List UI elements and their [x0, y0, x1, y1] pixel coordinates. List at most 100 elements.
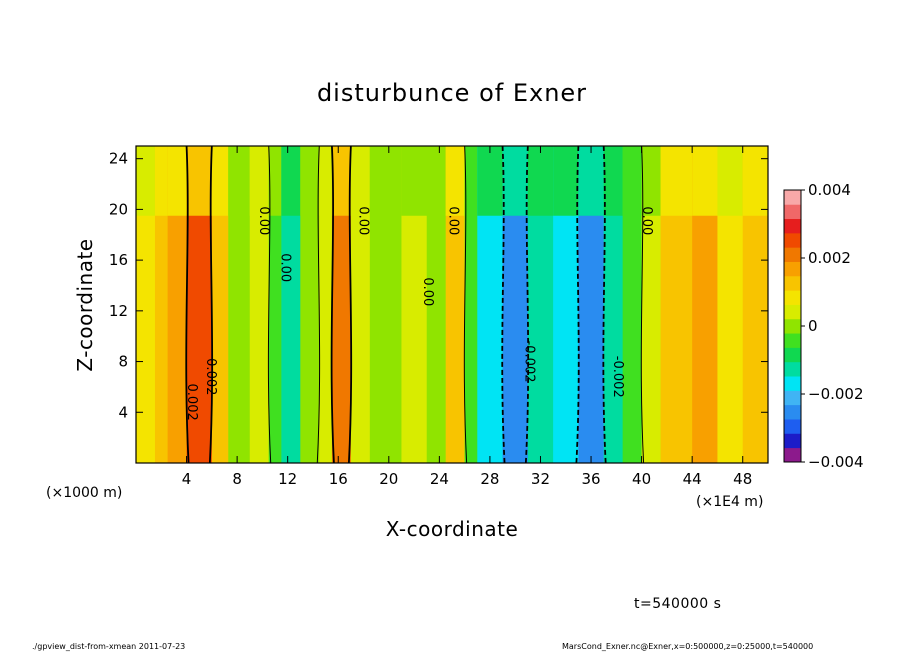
colorbar-swatch — [784, 232, 801, 248]
colorbar-label: −0.002 — [808, 385, 864, 403]
colorbar: 0.004 0.002 0 −0.002 −0.004 — [783, 181, 864, 471]
field-band — [268, 146, 282, 463]
colorbar-swatch — [784, 390, 801, 406]
y-axis-label: Z-coordinate — [73, 238, 97, 371]
colorbar-swatch — [784, 318, 801, 334]
contour-line — [185, 145, 190, 464]
x-units-right: (×1E4 m) — [696, 494, 763, 510]
field-band-top — [464, 146, 478, 216]
field-band-top — [502, 146, 529, 216]
field-band — [249, 146, 270, 463]
field-band — [464, 146, 478, 463]
field-band — [350, 146, 371, 463]
contour-line — [575, 145, 580, 464]
contour-label: 0.00 — [277, 253, 292, 282]
field-band-top — [445, 146, 466, 216]
x-axis: 4 8 12 16 20 24 28 32 36 40 44 48 — [182, 146, 752, 488]
contour-label: 0.00 — [420, 277, 435, 306]
colorbar-swatch — [784, 247, 801, 262]
colorbar-swatch — [784, 275, 801, 291]
contour-label: 0.00 — [356, 206, 371, 235]
field-band-top — [167, 146, 188, 216]
colorbar-swatch — [784, 447, 801, 463]
field-band-top — [350, 146, 371, 216]
contour-line — [501, 145, 506, 464]
colorbar-label: 0.004 — [808, 181, 851, 199]
field-band — [445, 146, 466, 463]
colorbar-swatch — [784, 290, 801, 305]
x-units-left: (×1000 m) — [46, 485, 122, 501]
plot-area: 0.00 0.00 0.00 0.00 0.00 0.00 0.002 0.002 -0.002… — [135, 145, 769, 464]
plot-frame — [135, 145, 769, 464]
contour-label: 0.00 — [256, 206, 271, 235]
x-tick-label: 48 — [733, 470, 752, 488]
contour-label: -0.002 — [521, 341, 536, 383]
footer-script-info: ./gpview_dist-from-xmean 2011-07-23 — [32, 642, 186, 651]
colorbar-swatch — [784, 218, 801, 234]
y-tick-label: 16 — [109, 251, 128, 269]
contour-line — [267, 145, 272, 464]
x-tick-label: 40 — [632, 470, 651, 488]
field-band — [319, 146, 333, 463]
field-band — [281, 146, 301, 463]
colorbar-label: 0 — [808, 317, 818, 335]
x-tick-label: 44 — [683, 470, 702, 488]
x-tick-label: 16 — [329, 470, 348, 488]
colorbar-swatch — [784, 404, 801, 420]
field-band-top — [641, 146, 662, 216]
colorbar-swatch — [784, 376, 801, 391]
field-band-top — [578, 146, 605, 216]
y-tick-label: 8 — [118, 353, 128, 371]
field-band-top — [603, 146, 624, 216]
field-band-top — [319, 146, 333, 216]
field-band-top — [281, 146, 301, 216]
field-band-top — [660, 146, 693, 216]
contour-lines — [185, 145, 645, 464]
contour-line — [602, 145, 607, 464]
colorbar-label: 0.002 — [808, 249, 851, 267]
contour-label: -0.002 — [610, 356, 625, 398]
contour-line — [524, 145, 530, 464]
field-band-top — [527, 146, 554, 216]
field-band-top — [692, 146, 718, 216]
field-band-top — [331, 146, 352, 216]
y-tick-label: 12 — [109, 302, 128, 320]
y-tick-label: 20 — [109, 200, 128, 218]
x-axis-label: X-coordinate — [386, 517, 519, 541]
field-band — [331, 146, 352, 463]
contour-line — [208, 145, 214, 464]
contour-label: 0.002 — [184, 384, 199, 421]
footer-file-info: MarsCond_Exner.nc@Exner,x=0:500000,z=0:2… — [562, 642, 814, 651]
time-label: t=540000 s — [634, 596, 722, 612]
y-tick-label: 4 — [118, 403, 128, 421]
x-tick-label: 32 — [531, 470, 550, 488]
field-band — [426, 146, 447, 463]
chart-title: disturbunce of Exner — [317, 79, 587, 107]
x-tick-label: 20 — [379, 470, 398, 488]
colorbar-swatch — [784, 361, 801, 377]
contour-line — [640, 145, 645, 464]
x-tick-label: 28 — [480, 470, 499, 488]
colorbar-swatch — [784, 433, 801, 449]
contour-label: 0.00 — [639, 206, 654, 235]
field-band — [154, 146, 169, 463]
field-band — [228, 146, 251, 463]
field-band-top — [228, 146, 251, 216]
contour-label: 0.002 — [203, 358, 218, 395]
field-band-top — [154, 146, 169, 216]
y-tick-label: 24 — [109, 150, 128, 168]
field-band-top — [186, 146, 213, 216]
colorbar-swatch — [784, 204, 801, 220]
x-tick-label: 12 — [278, 470, 297, 488]
colorbar-swatch — [784, 419, 801, 434]
field-band-top — [136, 146, 156, 216]
field-band — [211, 146, 229, 463]
filled-contours — [136, 146, 769, 463]
field-band-top — [300, 146, 320, 216]
field-band-top — [717, 146, 744, 216]
field-band-top — [426, 146, 447, 216]
colorbar-swatch — [784, 190, 801, 205]
field-band-top — [369, 146, 402, 216]
field-band — [603, 146, 624, 463]
